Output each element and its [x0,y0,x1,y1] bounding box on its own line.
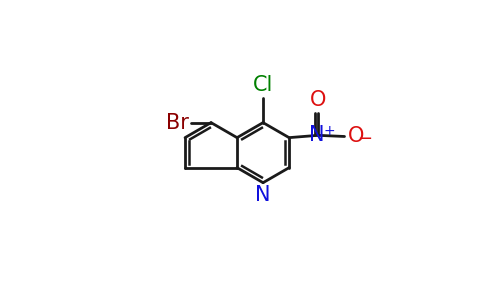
Text: N: N [309,125,325,145]
Text: O: O [310,90,326,110]
Text: Cl: Cl [253,75,273,95]
Text: −: − [357,130,372,148]
Text: O: O [348,127,364,146]
Text: Br: Br [166,112,189,133]
Text: N: N [256,185,271,206]
Text: +: + [324,124,335,138]
